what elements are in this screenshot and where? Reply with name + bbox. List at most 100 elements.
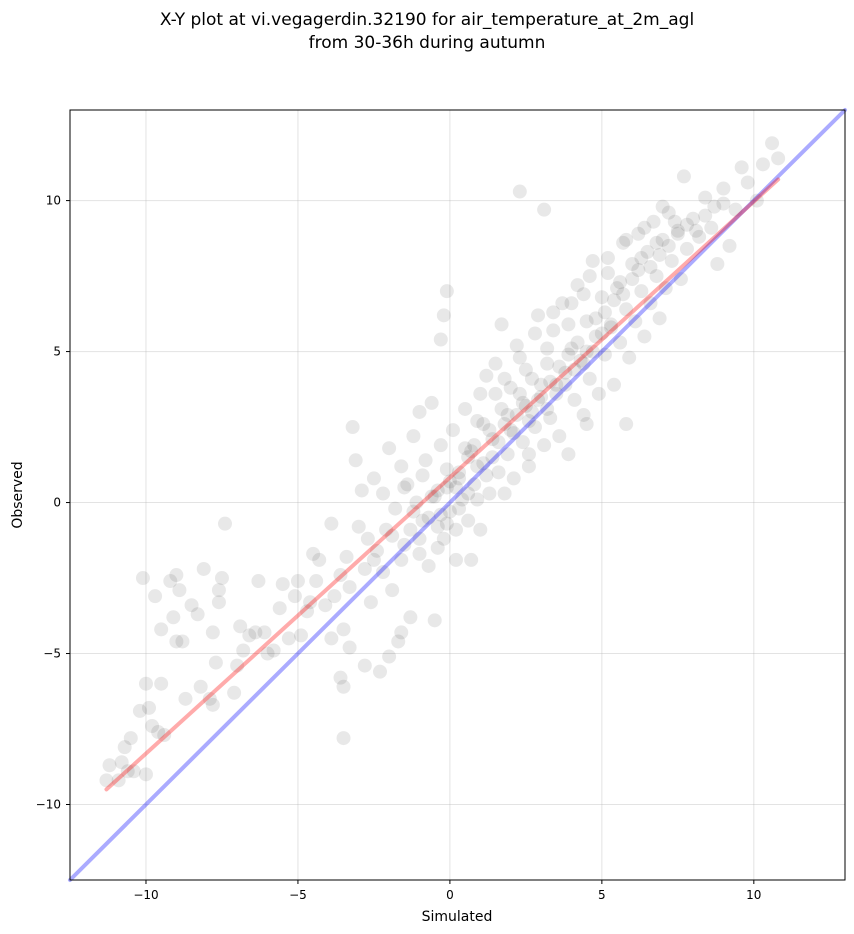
data-point <box>138 676 153 691</box>
data-point <box>476 417 491 432</box>
data-point <box>637 329 652 344</box>
data-point <box>376 486 391 501</box>
data-point <box>272 601 287 616</box>
data-point <box>461 513 476 528</box>
data-point <box>616 235 631 250</box>
data-point <box>692 229 707 244</box>
data-point <box>588 329 603 344</box>
data-point <box>467 438 482 453</box>
data-point <box>169 634 184 649</box>
y-axis-label: Observed <box>10 461 26 528</box>
data-point <box>126 764 141 779</box>
data-point <box>643 260 658 275</box>
data-point <box>518 362 533 377</box>
data-point <box>424 489 439 504</box>
data-point <box>439 480 454 495</box>
data-point <box>503 380 518 395</box>
data-point <box>585 253 600 268</box>
data-point <box>488 386 503 401</box>
data-point <box>716 181 731 196</box>
data-point <box>567 362 582 377</box>
data-point <box>391 634 406 649</box>
data-point <box>309 574 324 589</box>
data-point <box>537 438 552 453</box>
data-point <box>442 474 457 489</box>
data-point <box>728 202 743 217</box>
data-point <box>452 465 467 480</box>
data-point <box>515 395 530 410</box>
data-point <box>634 250 649 265</box>
data-point <box>549 386 564 401</box>
data-point <box>138 767 153 782</box>
data-point <box>528 326 542 341</box>
data-point <box>531 308 546 323</box>
data-point <box>619 417 634 432</box>
data-point <box>394 459 409 474</box>
data-point <box>600 266 615 281</box>
data-point <box>631 226 646 241</box>
data-point <box>610 281 625 296</box>
data-point <box>433 438 448 453</box>
data-point <box>673 272 688 287</box>
data-point <box>154 676 169 691</box>
data-point <box>142 700 157 715</box>
data-point <box>293 628 308 643</box>
data-point <box>342 580 357 595</box>
data-point <box>339 549 354 564</box>
data-point <box>388 501 403 516</box>
data-point <box>354 483 369 498</box>
data-point <box>424 395 439 410</box>
data-point <box>135 571 150 586</box>
data-point <box>698 190 713 205</box>
data-point <box>275 577 290 592</box>
data-point <box>205 697 220 712</box>
data-point <box>734 160 749 175</box>
data-point <box>546 305 561 320</box>
data-point <box>649 235 664 250</box>
data-point <box>257 625 272 640</box>
data-point <box>211 583 226 598</box>
data-point <box>600 250 615 265</box>
data-point <box>455 492 470 507</box>
data-point <box>491 435 506 450</box>
data-point <box>564 341 579 356</box>
data-point <box>603 320 618 335</box>
data-point <box>290 574 305 589</box>
data-point <box>537 202 552 217</box>
data-point <box>564 296 579 311</box>
data-point <box>503 423 518 438</box>
data-point <box>366 552 381 567</box>
data-point <box>336 622 351 637</box>
x-tick-label: 0 <box>446 888 454 902</box>
data-point <box>676 169 691 184</box>
data-point <box>452 501 467 516</box>
data-point <box>579 314 594 329</box>
data-point <box>111 773 126 788</box>
data-point <box>421 510 436 525</box>
data-point <box>531 392 546 407</box>
data-point <box>281 631 296 646</box>
data-point <box>376 565 391 579</box>
data-point <box>558 365 573 380</box>
data-point <box>637 220 652 235</box>
data-point <box>707 199 722 214</box>
data-point <box>591 386 606 401</box>
chart-title: X-Y plot at vi.vegagerdin.32190 for air_… <box>159 10 695 30</box>
data-point <box>409 495 424 510</box>
data-point <box>324 631 339 646</box>
data-point <box>114 755 129 770</box>
data-point <box>102 758 117 773</box>
data-point <box>540 401 555 416</box>
chart-subtitle: from 30-36h during autumn <box>308 33 546 53</box>
data-point <box>655 232 670 247</box>
data-point <box>430 519 445 534</box>
data-point <box>482 423 497 438</box>
data-point <box>679 241 694 256</box>
data-point <box>333 568 348 583</box>
data-point <box>509 338 524 353</box>
data-point <box>473 522 488 537</box>
data-point <box>169 568 184 583</box>
data-point <box>555 296 570 311</box>
data-point <box>667 214 682 229</box>
